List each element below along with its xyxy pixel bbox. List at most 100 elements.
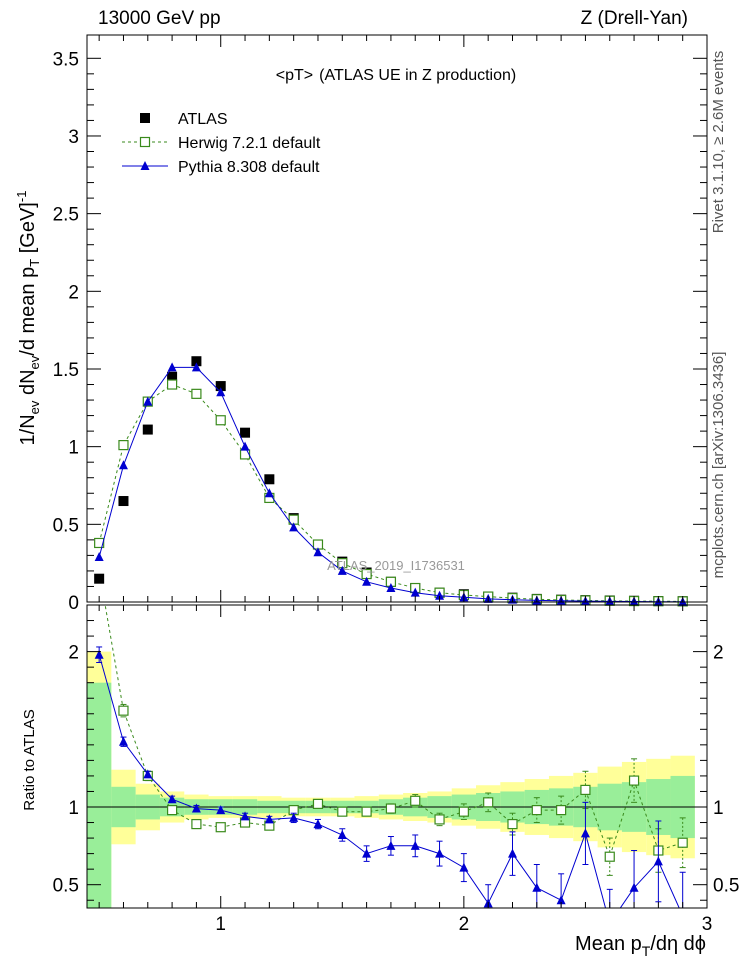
ratio-point-herwig-7-2-1-default: [556, 805, 567, 816]
data-point-herwig-7-2-1-default: [166, 379, 178, 390]
y-tick-label: 3.5: [53, 49, 79, 70]
ratio-point-pythia-8-308-default: [580, 828, 590, 838]
data-point-pythia-8-308-default: [118, 460, 128, 470]
ratio-plot: 1 2 30.5 0.51 12 2 Ratio to ATLAS Mean pT/dη …: [21, 604, 739, 959]
analysis-watermark: ATLAS_2019_I1736531: [327, 558, 465, 573]
ratio-point-herwig-7-2-1-default: [434, 814, 445, 825]
data-point-herwig-7-2-1-default: [215, 415, 226, 426]
data-point-pythia-8-308-default: [410, 587, 420, 597]
data-point-atlas: [215, 381, 226, 392]
ratio-point-pythia-8-308-default: [118, 736, 128, 746]
ratio-point-herwig-7-2-1-default: [458, 806, 469, 817]
data-point-pythia-8-308-default: [386, 583, 396, 593]
ratio-point-pythia-8-308-default: [459, 862, 469, 872]
legend-marker-pythia-8-308-default: [140, 161, 150, 170]
rivet-version-label: Rivet 3.1.10, ≥ 2.6M events: [710, 51, 727, 234]
ratio-point-pythia-8-308-default: [143, 769, 153, 779]
ratio-point-herwig-7-2-1-default: [337, 806, 348, 817]
ratio-point-herwig-7-2-1-default: [191, 818, 202, 830]
y-tick-label: 1.5: [53, 360, 79, 381]
y-tick-label: 2: [68, 282, 79, 303]
ratio-point-herwig-7-2-1-default: [118, 705, 129, 716]
data-point-pythia-8-308-default: [362, 576, 372, 586]
data-point-atlas: [118, 496, 129, 507]
y-tick-label: 0.5: [53, 515, 79, 536]
data-point-pythia-8-308-default: [313, 547, 323, 557]
data-point-pythia-8-308-default: [167, 362, 177, 372]
ratio-point-pythia-8-308-default: [507, 848, 517, 858]
main-plot-axes: 0 0.5 1 1.5 2 2.5 3 3.5: [53, 35, 708, 614]
x-tick-label: 2: [459, 914, 470, 935]
main-y-axis-label: 1/Nev dNev/d mean pT [GeV]-1: [14, 191, 42, 446]
legend-label-pythia-8-308-default: Pythia 8.308 default: [178, 159, 320, 176]
plot-title-subtitle: (ATLAS UE in Z production): [319, 67, 516, 84]
plot-title-main: <pT>: [276, 67, 313, 84]
ratio-point-pythia-8-308-default: [167, 794, 177, 804]
ratio-series-herwig-7-2-1-default: [104, 605, 688, 876]
legend-marker-atlas: [140, 113, 150, 123]
plot-title: <pT> (ATLAS UE in Z production): [276, 67, 516, 84]
ratio-point-herwig-7-2-1-default: [483, 797, 494, 808]
ratio-point-pythia-8-308-default: [94, 649, 104, 659]
ratio-point-herwig-7-2-1-default: [531, 805, 542, 816]
ratio-point-herwig-7-2-1-default: [580, 784, 591, 796]
ratio-point-herwig-7-2-1-default: [361, 806, 372, 817]
data-point-atlas: [94, 573, 105, 584]
y-tick-label: 1: [68, 438, 79, 459]
mcplots-label: mcplots.cern.ch [arXiv:1306.3436]: [710, 352, 727, 579]
legend-label-herwig-7-2-1-default: Herwig 7.2.1 default: [178, 135, 321, 152]
data-point-pythia-8-308-default: [337, 565, 347, 575]
uncertainty-band-inner: [87, 682, 112, 908]
ratio-plot-data: [87, 605, 707, 908]
x-tick-label: 1: [215, 914, 226, 935]
legend-marker-herwig-7-2-1-default: [139, 136, 151, 148]
ratio-point-pythia-8-308-default: [629, 882, 639, 892]
data-point-pythia-8-308-default: [94, 551, 104, 561]
y-tick-label: 0: [68, 593, 79, 614]
ratio-point-herwig-7-2-1-default: [312, 798, 324, 809]
data-point-atlas: [167, 371, 178, 382]
x-tick-label: 3: [702, 914, 713, 935]
data-point-pythia-8-308-default: [143, 396, 153, 406]
data-point-pythia-8-308-default: [289, 522, 299, 532]
ratio-point-herwig-7-2-1-default: [166, 805, 178, 816]
ratio-y-tick-label-left: 2: [68, 643, 79, 664]
main-plot: 0 0.5 1 1.5 2 2.5 3 3.5 <pT> (ATLAS UE in Z prod…: [14, 34, 708, 614]
ratio-point-pythia-8-308-default: [362, 848, 372, 858]
ratio-point-pythia-8-308-default: [532, 882, 542, 892]
ratio-plot-axes: 1 2 30.5 0.51 12 2: [53, 605, 739, 935]
ratio-y-tick-label-right: 0.5: [713, 876, 739, 897]
ratio-y-tick-label-left: 0.5: [53, 876, 79, 897]
data-point-herwig-7-2-1-default: [118, 440, 129, 451]
ratio-point-herwig-7-2-1-default: [507, 818, 518, 830]
x-axis-label: Mean pT/dη dϕ: [575, 933, 706, 959]
data-point-atlas: [191, 356, 202, 367]
ratio-point-herwig-7-2-1-default: [385, 803, 397, 814]
ratio-point-herwig-7-2-1-default: [215, 822, 226, 833]
ratio-point-pythia-8-308-default: [556, 895, 566, 905]
data-point-atlas: [240, 427, 251, 438]
data-point-pythia-8-308-default: [191, 362, 201, 372]
ratio-point-pythia-8-308-default: [240, 811, 250, 821]
data-point-herwig-7-2-1-default: [94, 537, 105, 549]
data-point-atlas: [264, 474, 275, 485]
ratio-point-pythia-8-308-default: [435, 848, 445, 858]
ratio-point-herwig-7-2-1-default: [628, 775, 640, 786]
ratio-y-tick-label-left: 1: [68, 798, 79, 819]
ratio-point-pythia-8-308-default: [313, 819, 323, 829]
data-point-atlas: [142, 424, 153, 435]
main-plot-frame: [86, 34, 708, 603]
legend-label-atlas: ATLAS: [178, 111, 228, 128]
ratio-point-pythia-8-308-default: [216, 805, 226, 815]
y-tick-label: 3: [68, 127, 79, 148]
data-point-pythia-8-308-default: [240, 441, 250, 451]
data-point-pythia-8-308-default: [264, 488, 274, 498]
ratio-point-herwig-7-2-1-default: [677, 837, 688, 848]
ratio-point-pythia-8-308-default: [191, 803, 201, 813]
data-point-pythia-8-308-default: [216, 387, 226, 397]
ratio-point-herwig-7-2-1-default: [604, 851, 615, 862]
ratio-point-pythia-8-308-default: [653, 856, 663, 866]
ratio-y-axis-label: Ratio to ATLAS: [21, 709, 38, 810]
ratio-point-pythia-8-308-default: [410, 840, 420, 850]
